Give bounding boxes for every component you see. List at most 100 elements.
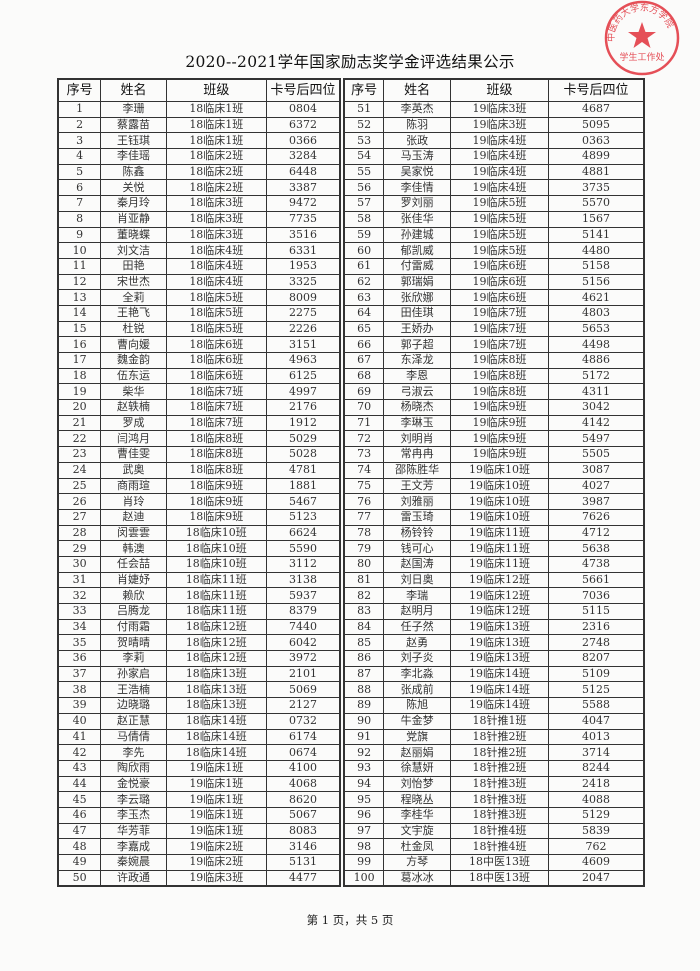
student-name: 李琳玉 — [383, 414, 451, 432]
student-name: 刘日奥 — [383, 571, 451, 589]
card-last-four: 8244 — [548, 759, 645, 777]
row-index: 17 — [57, 352, 102, 369]
class-name: 18临床14班 — [165, 728, 267, 746]
card-last-four: 5590 — [265, 540, 341, 557]
card-last-four: 5937 — [265, 587, 341, 604]
student-name: 刘子炎 — [383, 650, 451, 667]
student-name: 华芳菲 — [100, 822, 167, 840]
class-name: 19临床8班 — [449, 352, 550, 369]
table-row: 81 刘日奥 19临床12班 5661 — [343, 571, 645, 589]
row-index: 75 — [343, 477, 385, 495]
row-index: 62 — [343, 273, 385, 291]
class-name: 19临床12班 — [449, 571, 550, 589]
student-name: 陈羽 — [383, 116, 451, 134]
class-name: 19临床13班 — [449, 618, 550, 636]
star-icon — [628, 22, 656, 48]
row-index: 51 — [343, 101, 385, 118]
class-name: 18针推2班 — [449, 759, 550, 777]
table-row: 86 刘子炎 19临床13班 8207 — [343, 650, 645, 667]
row-index: 37 — [57, 665, 102, 683]
table-row: 7 秦月玲 18临床3班 9472 — [57, 195, 341, 212]
student-name: 郭瑞娟 — [383, 273, 451, 291]
table-row: 25 商雨瑄 18临床9班 1881 — [57, 477, 341, 495]
row-index: 27 — [57, 508, 102, 526]
table-row: 19 柴华 18临床7班 4997 — [57, 383, 341, 401]
class-name: 18临床4班 — [165, 242, 267, 259]
student-name: 董晓蝶 — [100, 226, 167, 244]
student-name: 邵陈胜华 — [383, 461, 451, 479]
class-name: 19临床1班 — [165, 791, 267, 808]
card-last-four: 3714 — [548, 744, 645, 761]
card-last-four: 5653 — [548, 320, 645, 338]
table-row: 92 赵丽娟 18针推2班 3714 — [343, 744, 645, 761]
row-index: 80 — [343, 555, 385, 573]
row-index: 66 — [343, 336, 385, 353]
card-last-four: 5505 — [548, 446, 645, 463]
table-row: 32 赖欣 18临床11班 5937 — [57, 587, 341, 604]
table-row: 42 李先 18临床14班 0674 — [57, 744, 341, 761]
student-name: 武奥 — [100, 461, 167, 479]
table-row: 16 曹向媛 18临床6班 3151 — [57, 336, 341, 353]
card-last-four: 6125 — [265, 367, 341, 385]
table-row: 44 金悦豪 19临床1班 4068 — [57, 775, 341, 793]
row-index: 35 — [57, 634, 102, 652]
table-row: 60 郁凯威 19临床5班 4480 — [343, 242, 645, 259]
class-name: 19临床14班 — [449, 681, 550, 699]
class-name: 18针推4班 — [449, 822, 550, 840]
card-last-four: 4687 — [548, 101, 645, 118]
table-row: 59 孙建城 19临床5班 5141 — [343, 226, 645, 244]
table-row: 89 陈旭 19临床14班 5588 — [343, 697, 645, 714]
row-index: 32 — [57, 587, 102, 604]
row-index: 7 — [57, 195, 102, 212]
class-name: 19临床12班 — [449, 603, 550, 620]
student-name: 边晓璐 — [100, 697, 167, 714]
student-name: 李瑞 — [383, 587, 451, 604]
table-row: 94 刘怡梦 18针推3班 2418 — [343, 775, 645, 793]
student-name: 弓淑云 — [383, 383, 451, 401]
row-index: 10 — [57, 242, 102, 259]
student-name: 陈鑫 — [100, 163, 167, 181]
table-row: 21 罗成 18临床7班 1912 — [57, 414, 341, 432]
row-index: 8 — [57, 210, 102, 228]
table-row: 93 徐慧妍 18针推2班 8244 — [343, 759, 645, 777]
row-index: 1 — [57, 101, 102, 118]
student-name: 吕腾龙 — [100, 603, 167, 620]
table-row: 85 赵勇 19临床13班 2748 — [343, 634, 645, 652]
table-row: 69 弓淑云 19临床8班 4311 — [343, 383, 645, 401]
class-name: 18临床12班 — [165, 650, 267, 667]
student-name: 杜金凤 — [383, 838, 451, 855]
card-last-four: 2176 — [265, 399, 341, 416]
row-index: 70 — [343, 399, 385, 416]
student-name: 徐慧妍 — [383, 759, 451, 777]
row-index: 12 — [57, 273, 102, 291]
student-name: 商雨瑄 — [100, 477, 167, 495]
class-name: 19临床4班 — [449, 148, 550, 165]
student-name: 曹佳雯 — [100, 446, 167, 463]
class-name: 19临床10班 — [449, 508, 550, 526]
student-name: 赵丽娟 — [383, 744, 451, 761]
table-row: 66 郭子超 19临床7班 4498 — [343, 336, 645, 353]
class-name: 19临床9班 — [449, 430, 550, 448]
student-name: 肖婕妤 — [100, 571, 167, 589]
student-name: 李恩 — [383, 367, 451, 385]
table-row: 75 王文芳 19临床10班 4027 — [343, 477, 645, 495]
table-row: 58 张佳华 19临床5班 1567 — [343, 210, 645, 228]
row-index: 57 — [343, 195, 385, 212]
class-name: 19临床8班 — [449, 367, 550, 385]
seal-outer-text: 中医药大学东方学院 — [605, 1, 677, 42]
row-index: 3 — [57, 132, 102, 150]
row-index: 77 — [343, 508, 385, 526]
row-index: 4 — [57, 148, 102, 165]
class-name: 18临床5班 — [165, 289, 267, 306]
table-row: 18 伍东运 18临床6班 6125 — [57, 367, 341, 385]
student-name: 马玉涛 — [383, 148, 451, 165]
table-row: 100 葛冰冰 18中医13班 2047 — [343, 869, 645, 887]
student-name: 张成前 — [383, 681, 451, 699]
class-name: 18针推3班 — [449, 791, 550, 808]
row-index: 69 — [343, 383, 385, 401]
student-name: 罗成 — [100, 414, 167, 432]
student-name: 张佳华 — [383, 210, 451, 228]
row-index: 85 — [343, 634, 385, 652]
class-name: 19临床5班 — [449, 210, 550, 228]
card-last-four: 1567 — [548, 210, 645, 228]
